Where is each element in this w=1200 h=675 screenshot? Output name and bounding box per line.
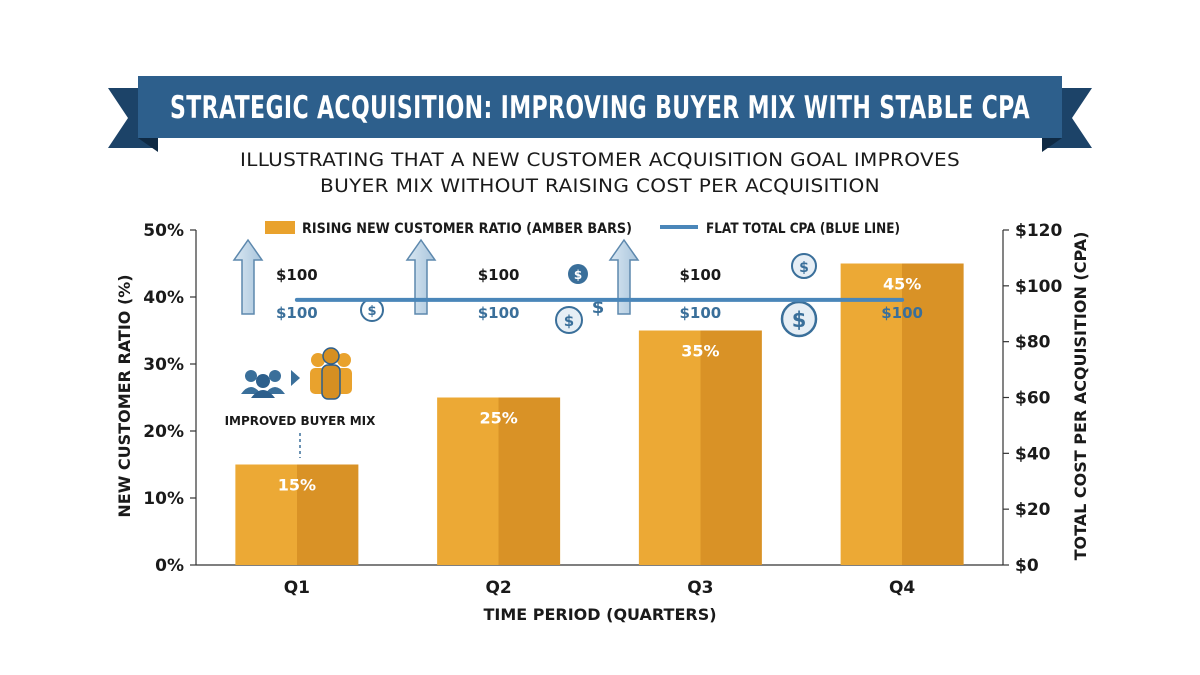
buyer-mix-annotation: IMPROVED BUYER MIX (225, 347, 377, 458)
dollar-coin-icon: $ (780, 300, 818, 338)
bar-value-label: 35% (681, 342, 719, 361)
cpa-value-label-upper: $100 (680, 266, 722, 284)
legend: RISING NEW CUSTOMER RATIO (AMBER BARS) F… (265, 221, 900, 237)
cpa-value-label-upper: $100 (276, 266, 318, 284)
up-arrow-icon (608, 238, 640, 315)
left-tick-label: 40% (143, 288, 184, 308)
subtitle-line-2: BUYER MIX WITHOUT RAISING COST PER ACQUI… (320, 175, 880, 197)
left-tick-group: 0% 10% 20% 30% 40% 50% (143, 221, 196, 576)
banner-fold-left (138, 138, 158, 152)
bar-q3 (638, 330, 762, 565)
title-banner: STRATEGIC ACQUISITION: IMPROVING BUYER M… (108, 76, 1092, 152)
dollar-coin-icon: $ (568, 264, 588, 284)
left-tick-label: 10% (143, 489, 184, 509)
y-axis-title-left: NEW CUSTOMER RATIO (%) (115, 274, 134, 517)
svg-text:$: $ (799, 260, 809, 276)
right-tick-label: $100 (1015, 277, 1062, 297)
bar-value-label: 45% (883, 275, 921, 294)
left-tick-label: 20% (143, 422, 184, 442)
dollar-coin-icon: $ (360, 298, 384, 322)
up-arrow-icon (232, 238, 264, 315)
left-tick-label: 0% (155, 556, 184, 576)
x-tick-label: Q3 (687, 578, 713, 598)
cpa-value-label-lower: $100 (680, 304, 722, 322)
bar-group: 15% 25% 35% 45% (235, 263, 964, 565)
left-tick-label: 30% (143, 355, 184, 375)
svg-text:$: $ (592, 297, 605, 318)
arrow-right-icon (291, 370, 300, 386)
category-label-group: Q1 Q2 Q3 Q4 (284, 578, 916, 598)
svg-text:$: $ (367, 304, 376, 319)
x-tick-label: Q4 (889, 578, 915, 598)
people-group-icon (241, 370, 285, 398)
bar-q4 (840, 263, 964, 565)
cpa-value-label-lower: $100 (276, 304, 318, 322)
bar-value-label: 15% (278, 476, 316, 495)
dollar-coins: $ $ $ $ $ $ (360, 253, 818, 338)
y-axis-title-right: TOTAL COST PER ACQUISITION (CPA) (1071, 232, 1090, 561)
bar-q2 (437, 397, 561, 565)
dollar-coin-icon: $ (592, 297, 605, 318)
banner-fold-right (1042, 138, 1062, 152)
right-tick-label: $60 (1015, 389, 1051, 409)
right-tick-group: $0 $20 $40 $60 $80 $100 $120 (1003, 221, 1062, 576)
right-tick-label: $120 (1015, 221, 1062, 241)
dollar-coin-icon: $ (555, 306, 583, 334)
cpa-line-group: $100 $100 $100 $100 $100 $100 $100 (276, 266, 923, 322)
cpa-value-label-upper: $100 (478, 266, 520, 284)
svg-text:$: $ (792, 308, 807, 332)
svg-text:$: $ (564, 312, 574, 330)
right-tick-label: $80 (1015, 333, 1051, 353)
x-tick-label: Q2 (485, 578, 511, 598)
legend-label-line: FLAT TOTAL CPA (BLUE LINE) (706, 221, 900, 237)
subtitle-line-1: ILLUSTRATING THAT A NEW CUSTOMER ACQUISI… (240, 149, 960, 171)
right-tick-label: $20 (1015, 500, 1051, 520)
x-axis-title: TIME PERIOD (QUARTERS) (483, 605, 716, 624)
up-arrow-icon (405, 238, 437, 315)
chart-title: STRATEGIC ACQUISITION: IMPROVING BUYER M… (170, 90, 1030, 126)
people-group-highlight-icon (310, 347, 352, 400)
growth-arrows (232, 238, 640, 315)
cpa-value-label-lower: $100 (881, 304, 923, 322)
dollar-coin-icon: $ (791, 253, 817, 279)
banner-body (138, 76, 1062, 138)
bar-value-label: 25% (479, 409, 517, 428)
left-tick-label: 50% (143, 221, 184, 241)
x-tick-label: Q1 (284, 578, 310, 598)
svg-text:$: $ (574, 268, 582, 282)
legend-label-bars: RISING NEW CUSTOMER RATIO (AMBER BARS) (302, 221, 632, 237)
buyer-mix-label: IMPROVED BUYER MIX (225, 414, 377, 428)
right-tick-label: $0 (1015, 556, 1039, 576)
bar-q1 (235, 464, 359, 565)
right-tick-label: $40 (1015, 444, 1051, 464)
legend-swatch-bars (265, 221, 295, 234)
cpa-value-label-lower: $100 (478, 304, 520, 322)
